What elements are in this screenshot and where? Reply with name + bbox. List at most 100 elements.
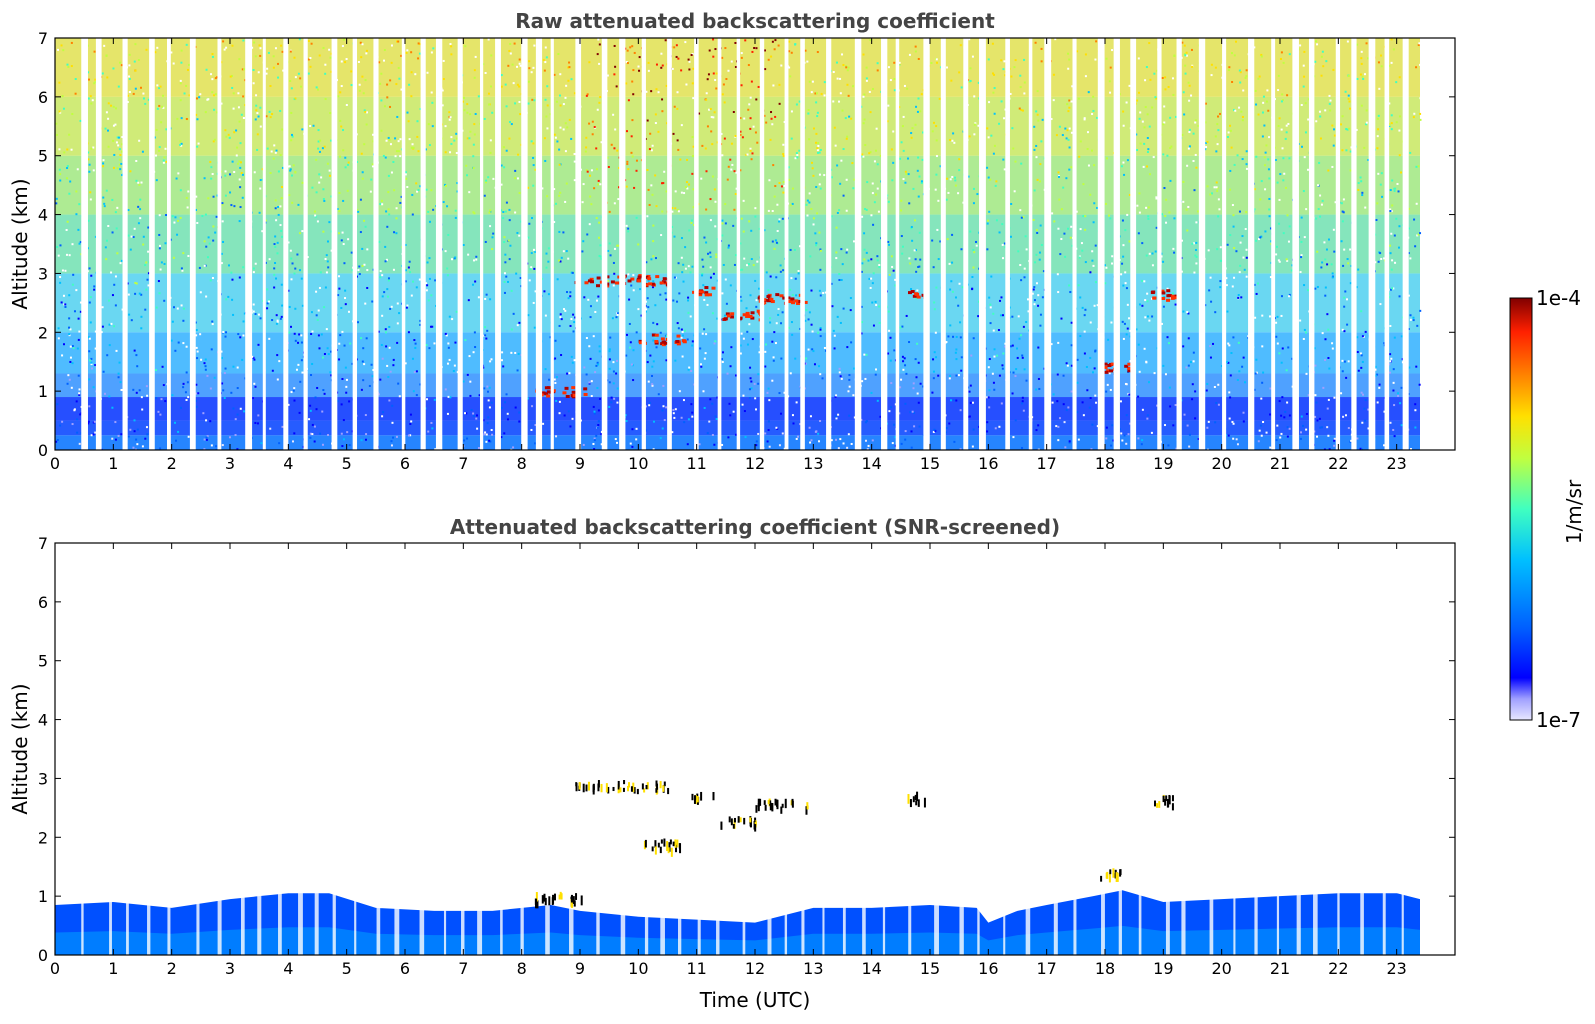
raw-noise-pixel bbox=[1089, 193, 1092, 196]
raw-noise-pixel bbox=[713, 188, 716, 191]
raw-noise-pixel bbox=[88, 301, 91, 304]
raw-noise-pixel bbox=[428, 144, 431, 147]
raw-noise-pixel bbox=[71, 283, 74, 286]
raw-noise-pixel bbox=[507, 64, 510, 67]
raw-noise-pixel bbox=[1214, 66, 1217, 69]
raw-noise-pixel bbox=[595, 147, 598, 150]
raw-noise-pixel bbox=[366, 111, 369, 114]
raw-noise-pixel bbox=[1039, 224, 1042, 227]
raw-noise-pixel bbox=[932, 121, 935, 124]
raw-noise-pixel bbox=[453, 139, 456, 142]
raw-noise-pixel bbox=[1334, 201, 1337, 204]
raw-noise-pixel bbox=[1281, 93, 1284, 96]
raw-noise-pixel bbox=[934, 429, 937, 432]
raw-noise-pixel bbox=[409, 413, 412, 416]
raw-noise-pixel bbox=[1057, 341, 1060, 344]
raw-noise-pixel bbox=[1165, 221, 1168, 224]
raw-noise-pixel bbox=[1062, 186, 1065, 189]
raw-noise-pixel bbox=[473, 76, 476, 79]
raw-noise-pixel bbox=[1092, 109, 1095, 112]
raw-noise-pixel bbox=[842, 64, 845, 67]
raw-noise-pixel bbox=[614, 128, 617, 131]
raw-noise-pixel bbox=[273, 243, 276, 246]
raw-noise-pixel bbox=[88, 170, 91, 173]
raw-noise-pixel bbox=[1367, 57, 1370, 60]
raw-noise-pixel bbox=[1124, 282, 1127, 285]
raw-noise-pixel bbox=[238, 276, 241, 279]
raw-noise-pixel bbox=[138, 183, 141, 186]
raw-noise-pixel bbox=[527, 186, 530, 189]
raw-noise-pixel bbox=[282, 69, 285, 72]
raw-noise-pixel bbox=[933, 301, 936, 304]
raw-noise-pixel bbox=[1164, 215, 1167, 218]
raw-noise-pixel bbox=[836, 77, 839, 80]
raw-noise-pixel bbox=[764, 432, 767, 435]
raw-noise-pixel bbox=[90, 434, 93, 437]
raw-noise-pixel bbox=[1079, 140, 1082, 143]
raw-noise-pixel bbox=[79, 241, 82, 244]
raw-noise-pixel bbox=[631, 428, 634, 431]
raw-noise-pixel bbox=[1255, 358, 1258, 361]
raw-noise-pixel bbox=[569, 324, 572, 327]
raw-noise-pixel bbox=[812, 350, 815, 353]
raw-noise-pixel bbox=[727, 69, 730, 72]
raw-noise-pixel bbox=[721, 443, 724, 446]
raw-noise-pixel bbox=[627, 99, 630, 102]
raw-noise-pixel bbox=[311, 362, 314, 365]
raw-noise-pixel bbox=[1241, 119, 1244, 122]
raw-noise-pixel bbox=[709, 255, 712, 258]
raw-noise-pixel bbox=[1107, 214, 1110, 217]
raw-noise-pixel bbox=[778, 83, 781, 86]
raw-noise-pixel bbox=[574, 316, 577, 319]
raw-noise-pixel bbox=[627, 227, 630, 230]
raw-noise-pixel bbox=[767, 429, 770, 432]
raw-noise-pixel bbox=[62, 49, 65, 52]
raw-noise-pixel bbox=[817, 142, 820, 145]
raw-noise-pixel bbox=[1254, 89, 1257, 92]
raw-noise-pixel bbox=[291, 133, 294, 136]
raw-noise-pixel bbox=[161, 365, 164, 368]
raw-noise-pixel bbox=[1327, 169, 1330, 172]
raw-noise-pixel bbox=[1188, 145, 1191, 148]
raw-noise-pixel bbox=[462, 96, 465, 99]
raw-noise-pixel bbox=[1360, 50, 1363, 53]
raw-noise-pixel bbox=[618, 166, 621, 169]
raw-noise-pixel bbox=[773, 247, 776, 250]
raw-noise-pixel bbox=[770, 55, 773, 58]
raw-noise-pixel bbox=[1123, 322, 1126, 325]
raw-noise-pixel bbox=[211, 323, 214, 326]
raw-noise-pixel bbox=[588, 61, 591, 64]
raw-noise-pixel bbox=[156, 46, 159, 49]
raw-noise-pixel bbox=[1392, 48, 1395, 51]
raw-noise-pixel bbox=[845, 66, 848, 69]
raw-noise-pixel bbox=[764, 350, 767, 353]
raw-noise-pixel bbox=[55, 440, 58, 443]
raw-noise-pixel bbox=[873, 160, 876, 163]
raw-noise-pixel bbox=[134, 448, 137, 450]
raw-noise-pixel bbox=[971, 55, 974, 58]
raw-noise-pixel bbox=[1389, 353, 1392, 356]
raw-noise-pixel bbox=[76, 418, 79, 421]
raw-noise-pixel bbox=[274, 245, 277, 248]
raw-noise-pixel bbox=[482, 63, 485, 66]
raw-noise-pixel bbox=[1244, 228, 1247, 231]
raw-noise-pixel bbox=[1331, 124, 1334, 127]
raw-noise-pixel bbox=[329, 112, 332, 115]
raw-noise-pixel bbox=[1317, 208, 1320, 211]
raw-noise-pixel bbox=[119, 262, 122, 265]
raw-noise-pixel bbox=[1089, 397, 1092, 400]
raw-noise-pixel bbox=[989, 306, 992, 309]
raw-noise-pixel bbox=[630, 363, 633, 366]
raw-noise-pixel bbox=[775, 426, 778, 429]
raw-noise-pixel bbox=[661, 98, 664, 101]
raw-noise-pixel bbox=[1050, 118, 1053, 121]
raw-noise-pixel bbox=[545, 115, 548, 118]
raw-noise-pixel bbox=[504, 210, 507, 213]
raw-noise-pixel bbox=[415, 182, 418, 185]
raw-noise-pixel bbox=[1057, 439, 1060, 442]
raw-noise-pixel bbox=[68, 334, 71, 337]
raw-noise-pixel bbox=[474, 112, 477, 115]
raw-noise-pixel bbox=[91, 367, 94, 370]
raw-noise-pixel bbox=[1096, 206, 1099, 209]
raw-noise-pixel bbox=[94, 364, 97, 367]
